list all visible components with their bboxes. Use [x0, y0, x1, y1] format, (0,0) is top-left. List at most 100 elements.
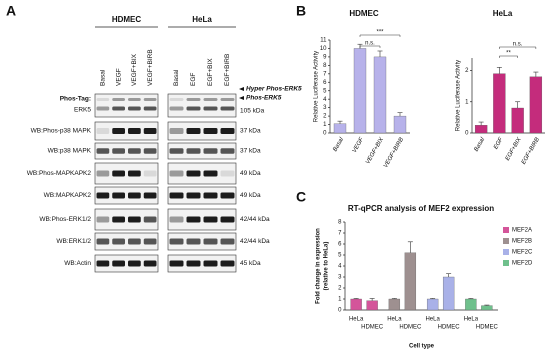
x-tick-label: HeLa — [425, 317, 440, 323]
lane-label: VEGF — [115, 68, 122, 86]
band — [203, 192, 218, 199]
significance-label: n.s. — [513, 42, 523, 48]
y-tick-label: 2 — [465, 68, 469, 74]
band — [128, 260, 141, 267]
band — [96, 260, 110, 267]
blot-frame — [167, 162, 237, 185]
band — [128, 148, 141, 154]
blot-frame — [94, 254, 159, 273]
band — [96, 238, 110, 245]
blot-frame — [167, 121, 237, 141]
x-tick-label: Basal — [332, 136, 345, 153]
size-label: 105 kDa — [240, 108, 265, 115]
band — [143, 238, 157, 245]
band — [169, 192, 184, 199]
lane-label: Basal — [100, 69, 107, 86]
x-tick-label: HDMEC — [361, 325, 384, 331]
bar — [350, 298, 362, 311]
lane-label: EGF+BIRB — [224, 54, 231, 86]
bar — [426, 298, 439, 311]
band — [143, 106, 157, 111]
bar — [366, 300, 378, 311]
y-tick-label: 2 — [338, 286, 342, 292]
band — [112, 128, 125, 134]
chart-title: RT-qPCR analysis of MEF2 expression — [348, 204, 494, 213]
band — [112, 238, 125, 245]
band — [112, 192, 125, 199]
size-label: 45 kDa — [240, 260, 261, 267]
chart-title: HDMEC — [349, 9, 379, 18]
y-tick-label: 2 — [323, 114, 327, 120]
blot-frame — [94, 162, 159, 185]
x-tick-label: VEGF+BIRB — [383, 137, 405, 169]
row-label: WB:Phos-MAPKAPK2 — [27, 170, 92, 177]
y-tick-label: 6 — [323, 80, 327, 86]
band — [169, 260, 184, 267]
significance-label: *** — [376, 30, 384, 36]
band — [143, 260, 157, 267]
band — [96, 106, 110, 111]
band — [169, 148, 184, 154]
blot-frame — [167, 142, 237, 160]
band — [186, 106, 201, 111]
blot-frame — [167, 186, 237, 205]
band — [186, 216, 201, 223]
y-tick-label: 7 — [338, 231, 342, 237]
band — [128, 106, 141, 111]
band — [220, 192, 235, 199]
band — [128, 128, 141, 134]
band — [143, 98, 157, 101]
bar — [465, 298, 477, 311]
y-tick-label: 1 — [465, 99, 469, 105]
y-tick-label: 6 — [338, 242, 342, 248]
group-header: HeLa — [192, 15, 212, 24]
x-tick-label: EGF+BIRB — [521, 137, 541, 166]
band — [128, 98, 141, 101]
y-tick-label: 0 — [323, 131, 327, 137]
arrow — [239, 87, 244, 91]
panel-label: B — [296, 3, 306, 19]
y-tick-label: 11 — [320, 38, 327, 44]
band — [186, 128, 201, 134]
bar — [353, 48, 367, 134]
x-tick-label: HDMEC — [438, 325, 461, 331]
x-tick-label: HeLa — [464, 317, 479, 323]
y-tick-label: 10 — [320, 46, 327, 52]
blot-frame — [94, 142, 159, 160]
band — [220, 128, 235, 134]
band — [128, 238, 141, 245]
legend-swatch — [503, 227, 509, 233]
band — [203, 98, 218, 101]
blot-frame — [167, 93, 237, 118]
row-label: WB:Actin — [64, 260, 91, 267]
y-axis-label: Relative Luciferase Activity — [456, 60, 462, 131]
y-axis-label: Fold change in expression — [316, 228, 322, 304]
band — [128, 170, 141, 177]
row-label: WB:Phos-p38 MAPK — [31, 128, 92, 135]
bar — [404, 252, 417, 311]
x-tick-label: VEGF — [352, 137, 366, 154]
row-label: ERK5 — [74, 107, 91, 114]
x-tick-label: HeLa — [349, 317, 364, 323]
significance-label: ** — [506, 51, 511, 57]
chart-title: HeLa — [493, 9, 513, 18]
bar — [529, 76, 543, 134]
bar — [442, 276, 455, 311]
band — [96, 170, 110, 177]
panel-label: A — [6, 3, 16, 19]
row-label: WB:MAPKAPK2 — [44, 192, 92, 199]
band — [96, 128, 110, 134]
legend-label: MEF2B — [512, 239, 532, 245]
y-tick-label: 9 — [323, 54, 327, 60]
x-tick-label: VEGF+BIX — [365, 136, 385, 165]
band — [112, 98, 125, 101]
band — [169, 170, 184, 177]
significance-bracket — [359, 34, 401, 37]
blot-frame — [167, 232, 237, 251]
band — [186, 170, 201, 177]
significance-label: n.s. — [365, 41, 375, 47]
row-label: WB:Phos-ERK1/2 — [39, 216, 91, 223]
band — [169, 106, 184, 111]
band — [186, 148, 201, 154]
